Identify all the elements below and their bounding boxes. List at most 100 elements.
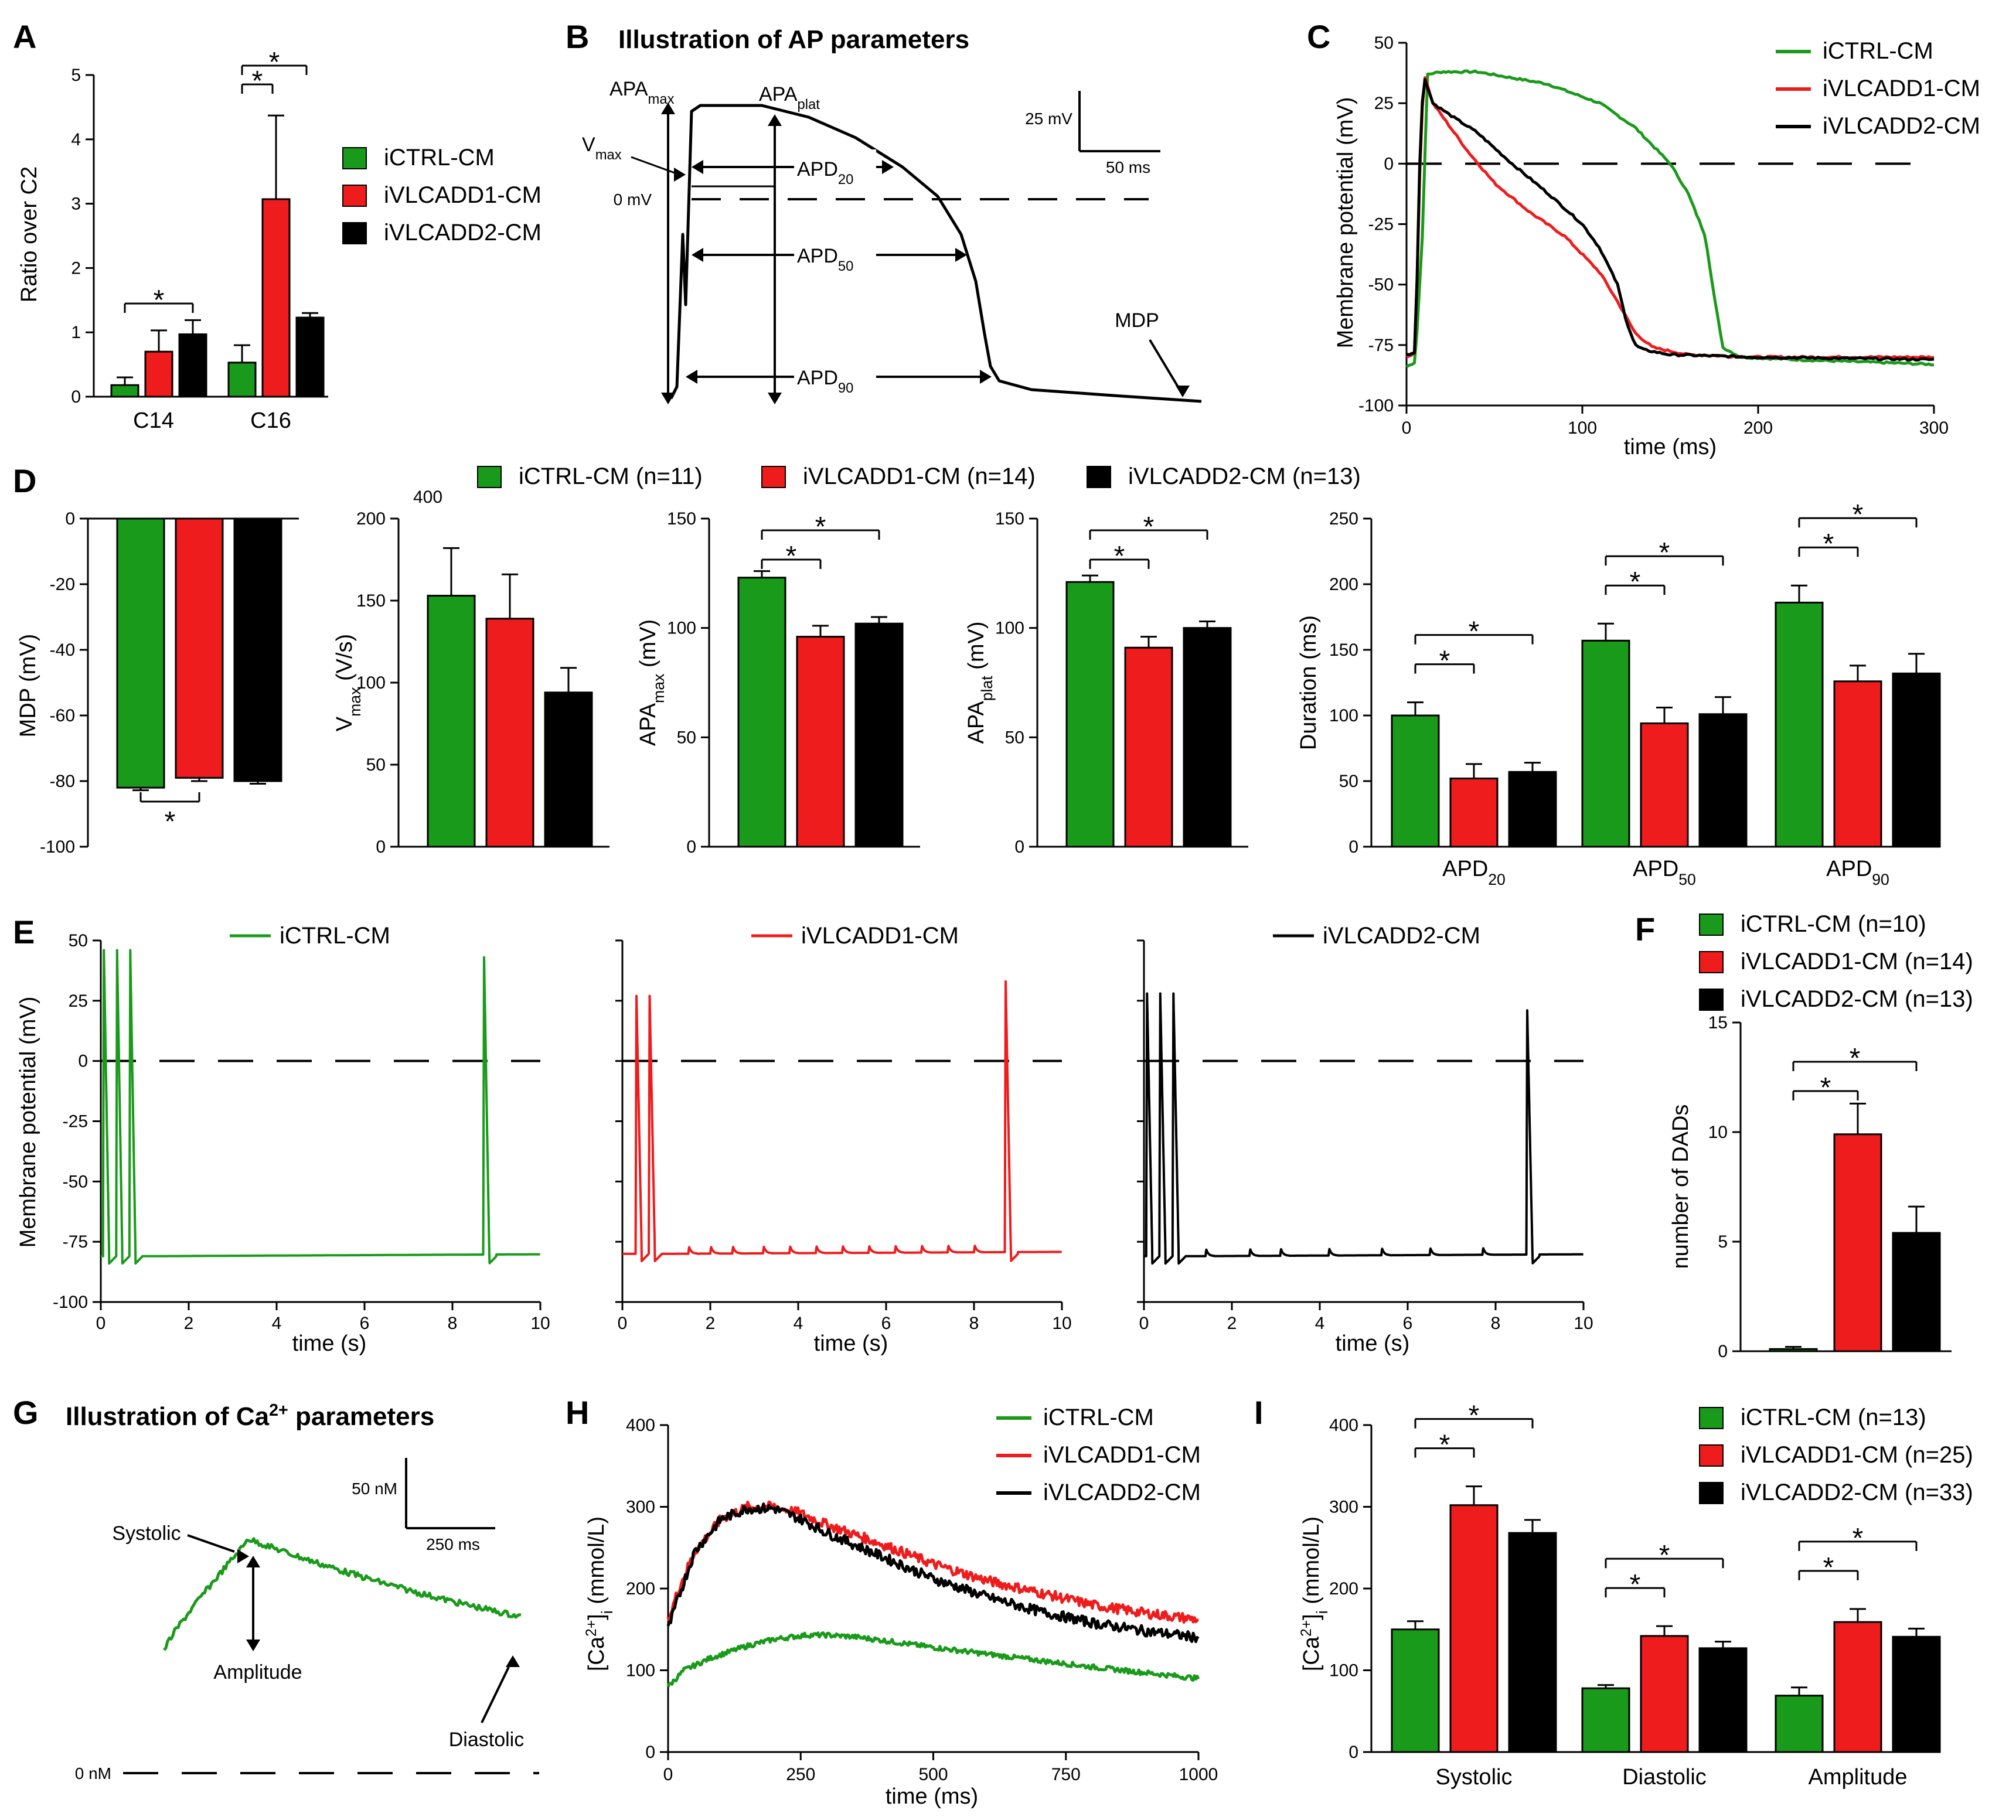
panel-h-y-tick-label: 0	[645, 1743, 655, 1762]
panel-a-y-tick-label: 2	[71, 258, 81, 278]
panel-b-title: Illustration of AP parameters	[618, 25, 969, 54]
panel-d-vmax-y-title-part: (V/s)	[332, 634, 357, 687]
panel-d-apaplat-y-title-part: (mV)	[964, 622, 989, 676]
vmax-pointer-head	[674, 168, 686, 182]
panel-d-apd-bar-iVLCADD2-CM	[1698, 713, 1748, 848]
panel-g-title-part: 2+	[269, 1401, 288, 1420]
panel-a-y-title-part: Ratio over C2	[17, 166, 42, 302]
panel-i-bar-iVLCADD1-CM	[1833, 1621, 1882, 1753]
panel-e-0-y-tick-label: 50	[69, 931, 88, 950]
panel-d-vmax-extra-tick: 400	[413, 488, 442, 507]
panel-d-apd-x-label-part: APD	[1826, 857, 1872, 881]
apamax-label-part: APA	[609, 78, 648, 100]
panel-i-bar-iCTRL-CM	[1391, 1628, 1440, 1753]
panel-d-apd-bar-iVLCADD1-CM	[1640, 722, 1689, 848]
apd90-arrow-head	[686, 370, 697, 384]
panel-f-sig-1: *	[1820, 1072, 1831, 1103]
panel-e-x-tick-label: 6	[1403, 1314, 1413, 1333]
panel-c-x-tick-label: 300	[1919, 418, 1949, 438]
panel-f-legend-0-swatch	[1699, 914, 1724, 936]
panel-d-apd-y-title-part: Duration (ms)	[1296, 615, 1321, 750]
apd20-label-part: APD	[797, 158, 838, 180]
panel-i-sig-1a: *	[1630, 1569, 1641, 1600]
panel-h-legend-0: iCTRL-CM	[1043, 1405, 1154, 1430]
panel-i-legend-1-swatch	[1699, 1444, 1724, 1467]
panel-i-sig-0a: *	[1439, 1430, 1450, 1461]
panel-f-bar-iVLCADD1-CM	[1833, 1133, 1882, 1352]
panel-d-mdp-sig: *	[165, 806, 176, 837]
panel-a-bar-iVLCADD1-CM	[261, 198, 291, 398]
panel-g-title: Illustration of Ca2+ parameters	[66, 1401, 434, 1431]
panel-letter-H: H	[566, 1394, 589, 1431]
panel-c-trace-iCTRL-CM	[1405, 69, 1934, 369]
panel-d-apd-y-title: Duration (ms)	[1296, 615, 1321, 750]
panel-d-apaplat-y-title: APAplat (mV)	[964, 622, 996, 744]
panel-h-x-tick-label: 250	[786, 1765, 815, 1784]
panel-c-trace-iVLCADD2-CM	[1406, 78, 1935, 362]
panel-i-legend-2: iVLCADD2-CM (n=33)	[1741, 1480, 1973, 1505]
panel-e-x-tick-label: 8	[448, 1314, 458, 1333]
panel-d-apd-x-label-part: 50	[1678, 871, 1696, 888]
panel-f-y-tick-label: 15	[1708, 1013, 1728, 1032]
panel-i-legend-1: iVLCADD1-CM (n=25)	[1741, 1442, 1973, 1468]
panel-a-sig-3: *	[269, 47, 280, 78]
mdp-arrow-head	[1176, 386, 1190, 397]
zero-nm-label: 0 nM	[75, 1764, 111, 1782]
panel-d-mdp-y-title-part: MDP (mV)	[16, 634, 40, 738]
panel-letter-D: D	[13, 462, 36, 499]
panel-d-apamax-y-tick-label: 100	[667, 619, 696, 638]
panel-i-sig-0b: *	[1469, 1400, 1480, 1432]
panel-d-apamax-bar-iCTRL-CM	[737, 577, 786, 848]
panel-c-x-tick-label: 100	[1568, 418, 1597, 438]
panel-i-y-tick-label: 200	[1329, 1579, 1358, 1599]
panel-d-mdp-bar-iCTRL-CM	[116, 517, 165, 789]
panel-d-apaplat-y-tick-label: 100	[995, 619, 1024, 638]
vmax-label-part: max	[595, 147, 622, 163]
panel-d-apd-y-tick-label: 0	[1348, 837, 1358, 857]
zero-mv-label: 0 mV	[614, 190, 652, 209]
panel-letter-F: F	[1635, 911, 1655, 948]
panel-c-y-tick-label: -75	[1368, 336, 1394, 355]
panel-a-sig-1: *	[154, 285, 165, 316]
panel-i-y-tick-label: 300	[1329, 1498, 1358, 1517]
panel-f-y-tick-label: 10	[1708, 1123, 1728, 1142]
panel-h-y-tick-label: 100	[626, 1661, 655, 1681]
panel-letter-A: A	[13, 18, 36, 55]
panel-d-vmax-bar-iCTRL-CM	[427, 595, 476, 848]
panel-a-legend-0: iCTRL-CM	[384, 145, 495, 171]
panel-c-y-title: Membrane potential (mV)	[1333, 97, 1358, 349]
apd50-arrow-head	[955, 248, 967, 262]
panel-d-legend-1-swatch	[761, 466, 786, 488]
panel-d-apamax-y-title: APAmax (mV)	[636, 619, 668, 746]
panel-h-y-title-part: i	[598, 1610, 616, 1614]
scale-v-label: 25 mV	[1025, 110, 1072, 128]
diastolic-label: Diastolic	[449, 1729, 524, 1751]
panel-d-apd-bar-iVLCADD2-CM	[1892, 672, 1941, 848]
panel-h-y-title-part: ]	[584, 1614, 609, 1620]
panel-d-apd-y-tick-label: 100	[1329, 706, 1358, 725]
panel-e-x-tick-label: 2	[706, 1314, 716, 1333]
panel-i-y-title-part: i	[1313, 1610, 1331, 1614]
panel-a-legend-2-swatch	[342, 222, 367, 244]
panel-a-bar-iVLCADD2-CM	[295, 316, 325, 398]
panel-c-legend-1: iVLCADD1-CM	[1823, 76, 1980, 101]
panel-d-apamax-y-tick-label: 0	[686, 837, 696, 857]
panel-i-sig-1b: *	[1659, 1540, 1670, 1571]
panel-d-legend-1: iVLCADD1-CM (n=14)	[803, 463, 1036, 489]
panel-d-vmax-y-tick-label: 100	[356, 673, 386, 693]
panel-a-bar-iVLCADD1-CM	[144, 350, 173, 398]
apd20-arrow-head	[692, 160, 703, 174]
panel-d-apd-y-tick-label: 150	[1329, 640, 1358, 660]
panel-a-y-title: Ratio over C2	[17, 166, 42, 302]
panel-i-x-label: Systolic	[1436, 1765, 1513, 1790]
panel-a-bar-iCTRL-CM	[227, 362, 257, 398]
panel-i-y-tick-label: 0	[1348, 1743, 1358, 1762]
panel-i-sig-2b: *	[1852, 1523, 1864, 1554]
vmax-label-part: V	[582, 134, 595, 156]
panel-d-mdp-y-tick-label: -40	[50, 640, 75, 660]
panel-d-apamax-y-title-part: max	[650, 673, 668, 703]
panel-d-vmax-y-title-part: V	[332, 716, 357, 731]
panel-e-x-title-0: time (s)	[292, 1331, 367, 1356]
apaplat-label: APAplat	[759, 83, 820, 113]
panel-d-apd-sig-1b: *	[1659, 537, 1670, 568]
